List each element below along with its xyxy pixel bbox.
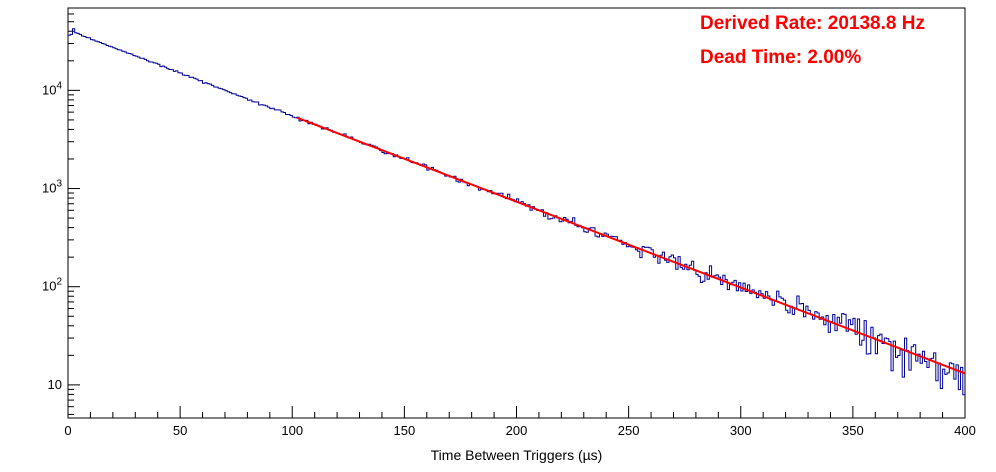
svg-text:100: 100 [281,423,303,438]
svg-text:300: 300 [730,423,752,438]
svg-text:102: 102 [42,277,62,294]
svg-text:104: 104 [42,80,62,97]
svg-text:150: 150 [394,423,416,438]
svg-text:0: 0 [64,423,71,438]
svg-text:250: 250 [618,423,640,438]
svg-text:350: 350 [842,423,864,438]
svg-text:400: 400 [954,423,976,438]
svg-text:10: 10 [48,377,62,392]
svg-text:103: 103 [42,179,62,196]
derived-rate-label: Derived Rate: 20138.8 Hz [700,13,925,34]
svg-text:200: 200 [506,423,528,438]
svg-text:50: 50 [173,423,187,438]
x-axis-title: Time Between Triggers (µs) [430,447,603,463]
dead-time-label: Dead Time: 2.00% [700,47,862,68]
